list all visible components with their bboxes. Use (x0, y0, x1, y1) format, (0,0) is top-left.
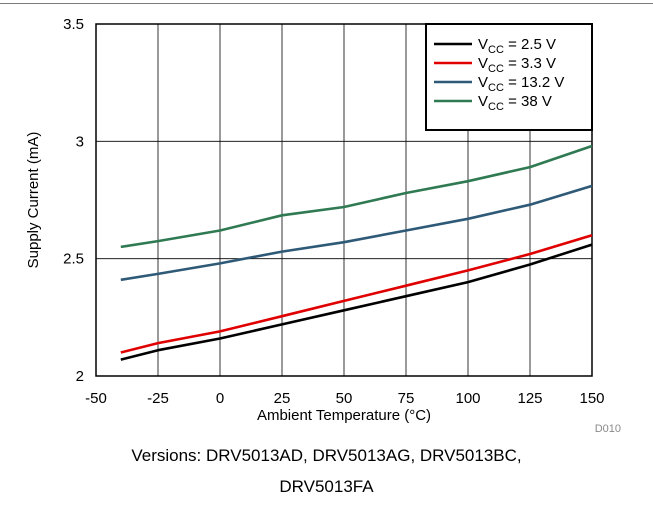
series-line-3 (120, 184, 593, 282)
legend-entry-1: VCC = 2.5 V (478, 36, 556, 56)
x-axis-label: Ambient Temperature (°C) (257, 407, 431, 424)
legend-label-rest: = 13.2 V (504, 74, 564, 91)
y-tick-label: 2.5 (63, 251, 84, 268)
x-tick-label: 100 (455, 390, 480, 407)
x-tick-label: 125 (517, 390, 542, 407)
legend-entry-2: VCC = 3.3 V (478, 55, 556, 75)
y-axis-label: Supply Current (mA) (25, 132, 42, 269)
legend-label-main: V (478, 55, 488, 72)
x-tick-labels: -50 -25 0 25 50 75 100 125 150 (85, 390, 604, 407)
legend-label-subscript: CC (488, 44, 504, 56)
series-line-2 (120, 233, 593, 354)
legend-label-main: V (478, 93, 488, 110)
x-tick-label: 25 (274, 390, 291, 407)
legend-label-main: V (478, 74, 488, 91)
top-rule (0, 3, 653, 4)
legend-label-main: V (478, 36, 488, 53)
series-line-4 (120, 144, 593, 249)
y-tick-label: 3.5 (63, 16, 84, 33)
caption-line-1: Versions: DRV5013AD, DRV5013AG, DRV5013B… (131, 446, 522, 465)
series-lines (120, 144, 593, 361)
legend-label-subscript: CC (488, 82, 504, 94)
x-tick-label: 50 (336, 390, 353, 407)
y-tick-label: 3 (76, 133, 84, 150)
x-tick-label: 150 (579, 390, 604, 407)
supply-current-chart: -50 -25 0 25 50 75 100 125 150 2 2.5 3 3.5 Ambient … (25, 16, 621, 435)
x-tick-label: -50 (85, 390, 107, 407)
legend-label-subscript: CC (488, 63, 504, 75)
y-tick-label: 2 (76, 368, 84, 385)
plot-frame (95, 23, 593, 377)
x-tick-label: 0 (216, 390, 224, 407)
series-line-1 (120, 243, 593, 361)
legend-label-rest: = 3.3 V (504, 55, 556, 72)
legend-label-rest: = 2.5 V (504, 36, 556, 53)
legend-box (425, 23, 593, 131)
caption-line-2: DRV5013FA (279, 477, 374, 496)
figure-id: D010 (595, 423, 621, 435)
legend-entry-4: VCC = 38 V (478, 93, 552, 113)
x-tick-label: -25 (147, 390, 169, 407)
legend-label-rest: = 38 V (504, 93, 552, 110)
legend-label-subscript: CC (488, 101, 504, 113)
legend-entry-3: VCC = 13.2 V (478, 74, 564, 94)
y-tick-labels: 2 2.5 3 3.5 (63, 16, 84, 385)
x-tick-label: 75 (398, 390, 415, 407)
